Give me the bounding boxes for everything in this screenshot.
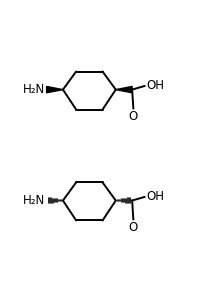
Text: OH: OH	[147, 79, 165, 93]
Text: H₂N: H₂N	[23, 194, 45, 207]
Text: O: O	[129, 110, 138, 123]
Polygon shape	[116, 86, 132, 93]
Text: H₂N: H₂N	[23, 83, 45, 96]
Text: OH: OH	[147, 191, 165, 203]
Text: O: O	[129, 221, 138, 234]
Polygon shape	[47, 86, 63, 93]
